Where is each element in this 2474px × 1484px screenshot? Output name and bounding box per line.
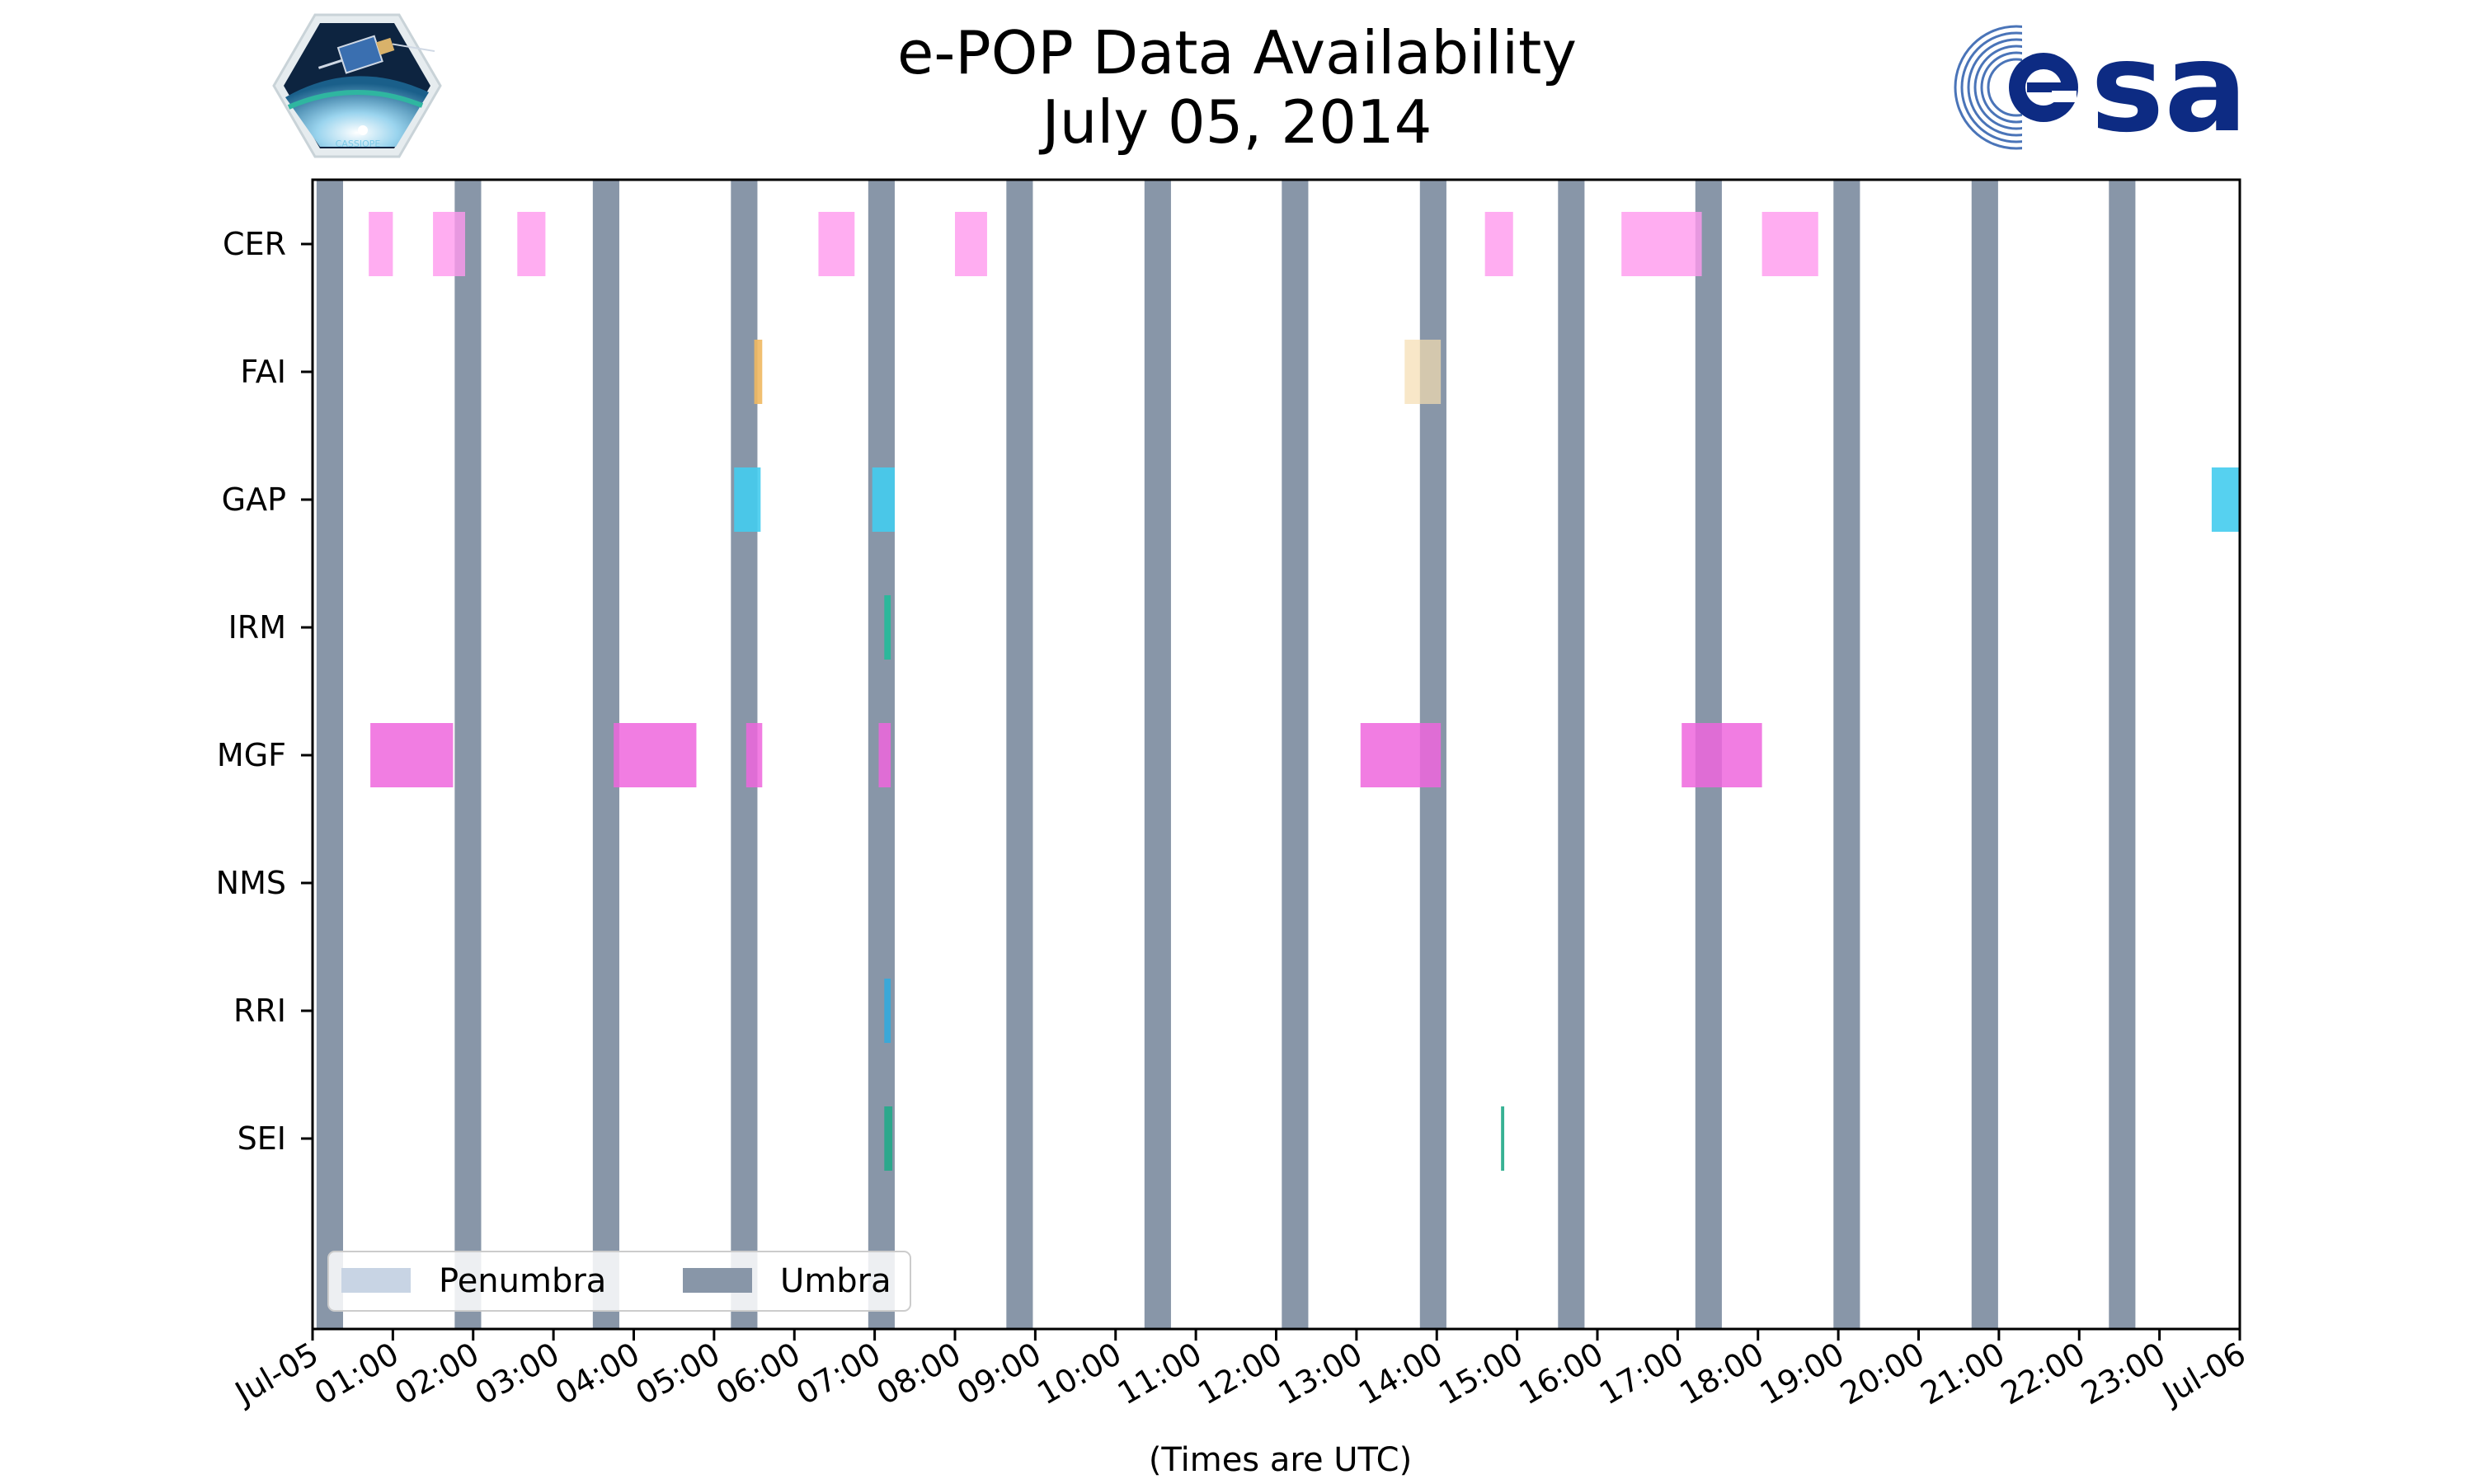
y-tick-label: SEI bbox=[238, 1120, 286, 1157]
y-tick-label: FAI bbox=[240, 354, 286, 390]
x-tick-label: 17:00 bbox=[1593, 1336, 1690, 1412]
legend-swatch bbox=[341, 1268, 411, 1293]
x-tick-label: 07:00 bbox=[790, 1336, 887, 1412]
umbra-band bbox=[1833, 180, 1860, 1329]
y-tick-label: IRM bbox=[228, 609, 286, 646]
esa-wordmark: sa bbox=[2091, 16, 2248, 160]
umbra-bands bbox=[316, 180, 2136, 1329]
y-tick-label: GAP bbox=[222, 481, 286, 518]
legend-label: Penumbra bbox=[439, 1262, 606, 1300]
data-bar-mgf bbox=[370, 723, 454, 787]
data-bar-cer bbox=[1621, 212, 1702, 276]
data-bar-gap bbox=[734, 467, 761, 532]
umbra-band bbox=[1282, 180, 1309, 1329]
umbra-band bbox=[1558, 180, 1585, 1329]
x-tick-label: 16:00 bbox=[1513, 1336, 1610, 1412]
logo-lettering: CASSIOPE bbox=[336, 139, 381, 149]
data-bar-mgf bbox=[745, 723, 763, 787]
data-bar-gap bbox=[872, 467, 895, 532]
x-tick-label: Jul-06 bbox=[2155, 1336, 2251, 1412]
legend-swatch bbox=[683, 1268, 752, 1293]
x-tick-label: 15:00 bbox=[1432, 1336, 1529, 1412]
data-bar-sei bbox=[884, 1106, 893, 1171]
data-bar-sei bbox=[1501, 1106, 1505, 1171]
data-bar-cer bbox=[818, 212, 855, 276]
chart-title: e-POP Data Availability bbox=[897, 18, 1577, 87]
umbra-band bbox=[1144, 180, 1171, 1329]
x-tick-label: 18:00 bbox=[1673, 1336, 1770, 1412]
x-tick-label: 19:00 bbox=[1754, 1336, 1851, 1412]
data-bar-cer bbox=[369, 212, 393, 276]
x-tick-label: 01:00 bbox=[308, 1336, 405, 1412]
cassiope-logo: CASSIOPE bbox=[272, 13, 442, 158]
data-bar-cer bbox=[1484, 212, 1513, 276]
x-tick-label: 10:00 bbox=[1031, 1336, 1127, 1412]
umbra-band bbox=[1006, 180, 1033, 1329]
x-tick-label: 12:00 bbox=[1192, 1336, 1288, 1412]
data-bar-irm bbox=[884, 595, 891, 660]
data-bar-fai bbox=[1404, 340, 1442, 404]
data-bar-mgf bbox=[878, 723, 891, 787]
data-bar-cer bbox=[955, 212, 987, 276]
y-tick-label: CER bbox=[223, 226, 286, 262]
data-bar-gap bbox=[2211, 467, 2240, 532]
umbra-band bbox=[1971, 180, 1998, 1329]
data-bar-fai bbox=[754, 340, 763, 404]
data-bar-mgf bbox=[1681, 723, 1762, 787]
umbra-band bbox=[454, 180, 482, 1329]
y-tick-label: RRI bbox=[233, 993, 286, 1029]
umbra-band bbox=[2109, 180, 2136, 1329]
x-tick-label: 02:00 bbox=[388, 1336, 485, 1412]
x-tick-label: 04:00 bbox=[549, 1336, 646, 1412]
chart-subtitle: July 05, 2014 bbox=[1042, 87, 1432, 157]
x-tick-label: 23:00 bbox=[2075, 1336, 2171, 1412]
data-bar-cer bbox=[1761, 212, 1818, 276]
esa-logo: sa bbox=[1954, 16, 2248, 160]
legend-label: Umbra bbox=[780, 1262, 891, 1300]
x-tick-label: 22:00 bbox=[1995, 1336, 2091, 1412]
x-tick-label: 13:00 bbox=[1272, 1336, 1369, 1412]
x-tick-label: 11:00 bbox=[1112, 1336, 1208, 1412]
x-tick-label: 14:00 bbox=[1352, 1336, 1449, 1412]
umbra-band bbox=[316, 180, 344, 1329]
x-tick-label: 06:00 bbox=[710, 1336, 807, 1412]
data-bar-cer bbox=[517, 212, 546, 276]
x-tick-label: 05:00 bbox=[630, 1336, 727, 1412]
y-tick-label: NMS bbox=[216, 865, 286, 901]
data-bar-mgf bbox=[614, 723, 697, 787]
x-tick-label: 20:00 bbox=[1834, 1336, 1931, 1412]
data-bars bbox=[369, 212, 2240, 1171]
x-tick-label: 08:00 bbox=[871, 1336, 967, 1412]
data-bar-mgf bbox=[1360, 723, 1442, 787]
legend: Penumbra Umbra bbox=[327, 1251, 911, 1312]
legend-box bbox=[327, 1251, 911, 1312]
y-tick-label: MGF bbox=[217, 737, 286, 773]
x-tick-label: 09:00 bbox=[951, 1336, 1047, 1412]
x-tick-label: 21:00 bbox=[1915, 1336, 2011, 1412]
x-axis-label: (Times are UTC) bbox=[1149, 1441, 1412, 1479]
data-bar-rri bbox=[884, 979, 891, 1043]
x-tick-label: Jul-05 bbox=[228, 1336, 324, 1412]
x-tick-label: 03:00 bbox=[469, 1336, 566, 1412]
data-bar-cer bbox=[433, 212, 466, 276]
